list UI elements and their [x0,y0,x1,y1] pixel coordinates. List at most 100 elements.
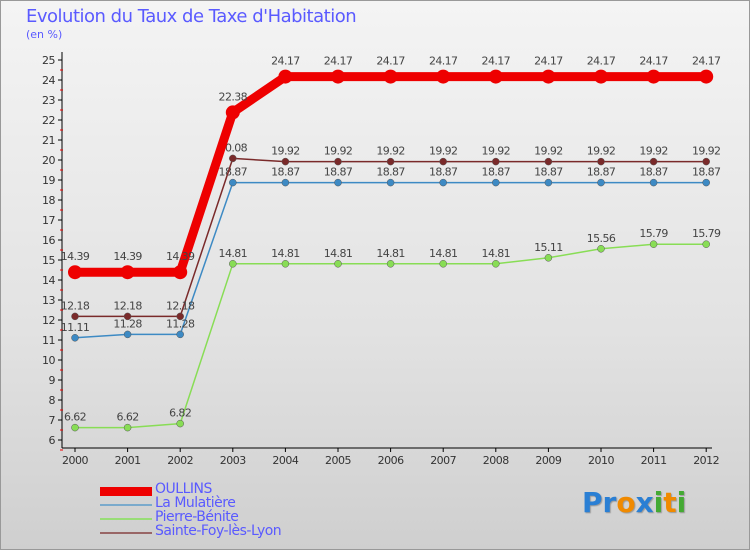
data-point [702,178,710,187]
logo-letter: x [635,486,654,519]
data-point [123,312,132,321]
data-label: 22.38 [219,90,248,103]
data-point [176,419,184,428]
data-label: 19.92 [429,145,458,158]
x-tick-label: 2004 [272,454,298,467]
y-tick-label: 21 [42,134,55,147]
data-point [488,69,503,84]
data-label: 19.92 [482,145,511,158]
logo-letter: o [616,486,636,519]
data-label: 18.87 [534,166,563,179]
y-tick-label: 20 [42,154,55,167]
y-tick-label: 7 [49,414,56,427]
data-label: 18.87 [376,166,405,179]
data-point [225,105,240,120]
data-point [439,178,447,187]
data-point [386,157,395,166]
data-point [492,260,500,268]
data-point [278,69,293,84]
data-point [597,245,605,253]
y-tick-label: 19 [42,174,55,187]
data-point [71,423,79,432]
x-tick-label: 2001 [115,454,141,467]
legend-swatch [100,504,152,506]
data-point [597,157,605,166]
x-tick-label: 2012 [693,454,719,467]
logo-letter: P [582,486,603,519]
x-tick-label: 2002 [167,454,193,467]
data-label: 18.87 [324,166,353,179]
data-point [331,69,345,84]
legend-label: OULLINS [155,481,212,497]
data-label: 14.81 [324,247,353,260]
chart-title: Evolution du Taux de Taxe d'Habitation [26,6,357,27]
data-label: 18.87 [271,166,300,179]
logo-letter: i [676,486,687,519]
y-tick-label: 10 [42,354,55,367]
data-label: 14.81 [376,247,405,260]
data-point [702,240,710,248]
legend-swatch [100,487,152,496]
x-tick-label: 2008 [483,454,509,467]
data-point [436,69,451,84]
data-label: 14.39 [113,250,142,263]
data-point [281,260,290,268]
y-tick-label: 22 [42,114,55,127]
data-label: 24.17 [692,55,721,68]
data-label: 19.92 [271,145,300,158]
data-label: 24.17 [482,55,511,68]
y-tick-label: 8 [49,394,56,407]
data-point [439,157,447,166]
data-point [439,260,447,268]
data-label: 15.11 [534,241,563,254]
data-point [229,178,237,187]
data-point [68,265,82,280]
data-label: 14.81 [219,247,248,260]
logo-letter: r [602,486,617,519]
data-label: 12.18 [166,299,195,312]
data-point [492,178,500,187]
data-point [386,178,395,187]
y-tick-label: 13 [42,294,55,307]
data-label: 14.81 [482,247,511,260]
data-point [176,330,184,339]
data-point [229,154,237,163]
data-label: 12.18 [61,299,90,312]
data-label: 11.28 [166,317,195,330]
data-label: 14.39 [61,250,90,263]
data-point [334,157,342,166]
data-point [176,312,184,321]
y-tick-label: 16 [42,234,55,247]
data-point [544,178,553,187]
data-point [594,69,608,84]
data-label: 24.17 [587,55,616,68]
legend-swatch [100,518,152,520]
x-tick-label: 2010 [588,454,614,467]
data-label: 24.17 [376,55,405,68]
logo-letter: i [653,486,664,519]
data-point [649,157,658,166]
data-point [386,260,395,268]
legend-label: Sainte-Foy-lès-Lyon [155,523,282,539]
data-point [120,265,135,280]
data-label: 15.79 [639,227,668,240]
chart-subtitle: (en %) [26,28,63,41]
data-label: 19.92 [587,145,616,158]
x-tick-label: 2005 [325,454,351,467]
data-point [649,240,658,248]
data-point [173,265,188,280]
data-point [123,423,132,432]
legend-label: Pierre-Bénite [155,509,239,525]
proxiti-logo: Proxiti [582,486,686,519]
data-label: 14.81 [429,247,458,260]
x-tick-label: 2011 [641,454,667,467]
data-label: 12.18 [113,299,142,312]
data-label: 6.62 [117,411,139,424]
x-tick-label: 2003 [220,454,246,467]
logo-letter: t [663,486,677,519]
data-label: 14.39 [166,250,195,263]
y-tick-label: 17 [42,214,55,227]
data-label: 11.28 [113,317,142,330]
data-point [281,157,290,166]
